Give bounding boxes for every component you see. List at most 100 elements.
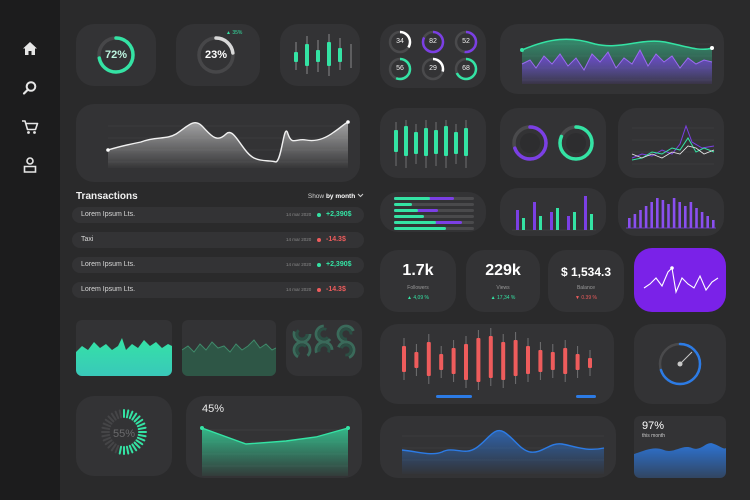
blue-wave-card: [380, 416, 616, 478]
search-icon: [22, 81, 37, 95]
double-donut-card: [500, 108, 606, 178]
ring-progress-chart: [101, 409, 147, 455]
balance-delta: ▼ 0.39 %: [575, 295, 597, 301]
balance-card: $ 1,534.3 Balance ▼ 0.39 %: [548, 250, 624, 312]
circle-grid-ring: [421, 30, 445, 54]
transaction-name: Lorem Ipsum Lts.: [81, 286, 136, 293]
transaction-amount: -14.3$: [326, 286, 346, 293]
transaction-date: 14 mar 2020: [286, 237, 312, 242]
transaction-row[interactable]: Lorem Ipsum Lts. 14 mar 2020 +2,390$: [72, 257, 364, 273]
circle-grid-value: 56: [396, 65, 404, 72]
blue-dial-arc: [658, 342, 702, 386]
circle-grid-value: 52: [462, 38, 470, 45]
transaction-row[interactable]: Taxi 14 mar 2020 -14.3$: [72, 232, 364, 248]
show-period-value: by month: [325, 193, 356, 200]
green-bars-card: [380, 108, 486, 178]
nav-cart-button[interactable]: [18, 115, 42, 139]
dial-needle: [679, 351, 693, 365]
nav-user-button[interactable]: [18, 153, 42, 177]
circle-grid-value: 68: [462, 65, 470, 72]
gauge-card-1: 72%: [76, 24, 156, 86]
views-label: Views: [496, 285, 510, 291]
multi-line-card: [618, 108, 724, 178]
dark-green-area-card: [182, 320, 276, 376]
expense-dot: [317, 288, 321, 292]
transaction-name: Taxi: [81, 236, 94, 243]
cart-icon: [22, 120, 39, 134]
transactions-title: Transactions: [76, 191, 138, 202]
month-card: 97% this month: [634, 416, 726, 478]
transaction-row[interactable]: Lorem Ipsum Lts. 14 mar 2020 -14.3$: [72, 282, 364, 298]
followers-delta: ▲ 4,09 %: [407, 295, 429, 301]
circle-grid-ring: [388, 57, 412, 81]
transaction-date: 14 mar 2020: [286, 262, 312, 267]
views-card: 229k Views ▲ 17,34 %: [466, 250, 540, 312]
teal-area-chart: [76, 338, 172, 376]
blue-dial-card: [634, 324, 726, 404]
teal-area-card: [76, 320, 172, 376]
transaction-amount: +2,390$: [326, 211, 352, 218]
circle-grid-ring: [388, 30, 412, 54]
candle-mini-card: [280, 24, 360, 86]
month-value: 97%: [642, 420, 665, 432]
green-area-chart: [200, 426, 350, 476]
wave-chart-card: [500, 24, 724, 94]
transaction-date: 14 mar 2020: [286, 212, 312, 217]
multi-line-chart: [631, 124, 715, 165]
line-chart: [106, 120, 350, 168]
dark-green-area-chart: [182, 339, 276, 376]
income-dot: [317, 263, 321, 267]
pg-bars-card: [500, 188, 606, 236]
followers-label: Followers: [407, 285, 429, 291]
show-period-dropdown[interactable]: Show by month: [308, 193, 364, 200]
double-donut-chart: [512, 125, 594, 161]
circle-grid-ring: [421, 57, 445, 81]
user-icon: [23, 157, 37, 173]
blue-wave-chart: [401, 429, 605, 474]
mini-donut-grid-card: [286, 320, 362, 376]
transaction-amount: +2,390$: [326, 261, 352, 268]
green-bars-chart: [394, 120, 468, 168]
gauge-1-arc: [97, 36, 135, 74]
purple-wave-card[interactable]: [634, 248, 726, 312]
circle-grid-ring: [454, 57, 478, 81]
circle-grid-value: 34: [396, 38, 404, 45]
red-candle-chart: [402, 328, 596, 398]
balance-value: $ 1,534.3: [560, 265, 612, 279]
views-value: 229k: [485, 262, 521, 279]
ring-progress-value: 55%: [112, 428, 136, 440]
green-area-card: 45%: [186, 396, 362, 478]
circle-grid-value: 29: [429, 65, 437, 72]
nav-search-button[interactable]: [18, 76, 42, 100]
sidebar: [0, 0, 60, 500]
candle-mini-chart: [294, 34, 352, 76]
hbar-card: [380, 192, 486, 232]
balance-label: Balance: [576, 285, 596, 291]
transaction-name: Lorem Ipsum Lts.: [81, 211, 136, 218]
circle-grid-chart: [388, 30, 478, 81]
wave-chart: [520, 38, 714, 84]
transactions-header: Transactions Show by month: [76, 191, 364, 205]
gauge-1-value: 72%: [104, 49, 128, 61]
circle-grid-card: 34 82 52 56 29 68: [380, 24, 486, 88]
followers-card: 1.7k Followers ▲ 4,09 %: [380, 250, 456, 312]
ring-progress-card: 55%: [76, 396, 172, 476]
pg-bars-chart: [512, 196, 596, 231]
purple-wave-chart: [643, 266, 719, 294]
transaction-row[interactable]: Lorem Ipsum Lts. 14 mar 2020 +2,390$: [72, 207, 364, 223]
show-period-prefix: Show: [307, 193, 326, 200]
chevron-down-icon: [357, 193, 364, 198]
line-chart-card: [76, 104, 360, 182]
month-area-chart: [634, 443, 726, 478]
followers-value: 1.7k: [402, 262, 434, 279]
nav-home-button[interactable]: [18, 37, 42, 61]
circle-grid-ring: [454, 30, 478, 54]
views-delta: ▲ 17,34 %: [490, 295, 516, 301]
gauge-2-value: 23%: [204, 49, 228, 61]
transaction-date: 14 mar 2020: [286, 287, 312, 292]
transaction-name: Lorem Ipsum Lts.: [81, 261, 136, 268]
transaction-amount: -14.3$: [326, 236, 346, 243]
circle-grid-value: 82: [429, 38, 437, 45]
gauge-2-delta: ▲ 35%: [226, 30, 243, 36]
green-area-value: 45%: [202, 403, 225, 415]
